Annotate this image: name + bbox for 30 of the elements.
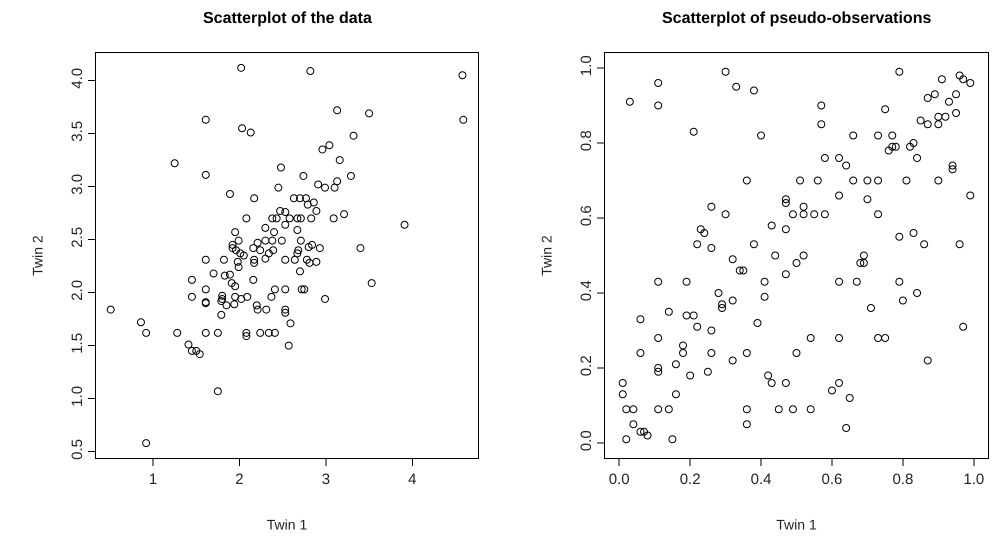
y-axis-title: Twin 2: [30, 235, 46, 276]
x-tick-label: 0.2: [680, 471, 701, 488]
y-tick-label: 2.5: [69, 226, 86, 248]
y-tick-label: 1.0: [69, 386, 86, 407]
y-tick-label: 1.5: [69, 332, 86, 354]
y-tick-label: 2.0: [69, 280, 86, 301]
y-tick-label: 0.6: [578, 205, 595, 226]
chart-title: Scatterplot of the data: [203, 10, 372, 27]
y-tick-label: 0.2: [578, 355, 595, 376]
y-axis-title: Twin 2: [538, 235, 555, 276]
y-tick-label: 1.0: [578, 55, 595, 76]
y-tick-label: 0.5: [69, 438, 86, 460]
y-tick-label: 0.4: [578, 280, 595, 302]
x-tick-label: 0.0: [608, 471, 630, 488]
x-tick-label: 0.6: [822, 471, 842, 488]
x-tick-label: 0.8: [892, 471, 914, 488]
y-tick-label: 0.0: [578, 430, 595, 452]
x-tick-label: 1.0: [963, 471, 984, 488]
x-tick-label: 2: [235, 471, 244, 488]
x-tick-label: 3: [322, 471, 330, 488]
y-tick-label: 3.5: [69, 120, 86, 142]
y-tick-label: 3.0: [69, 174, 86, 195]
x-tick-label: 4: [408, 471, 416, 488]
x-tick-label: 0.4: [750, 471, 772, 488]
y-tick-label: 0.8: [578, 130, 595, 152]
y-tick-label: 4.0: [69, 68, 86, 89]
chart-title: Scatterplot of pseudo-observations: [662, 10, 932, 27]
x-axis-title: Twin 1: [266, 516, 308, 532]
x-tick-label: 1: [148, 471, 158, 488]
x-axis-title: Twin 1: [776, 516, 817, 532]
